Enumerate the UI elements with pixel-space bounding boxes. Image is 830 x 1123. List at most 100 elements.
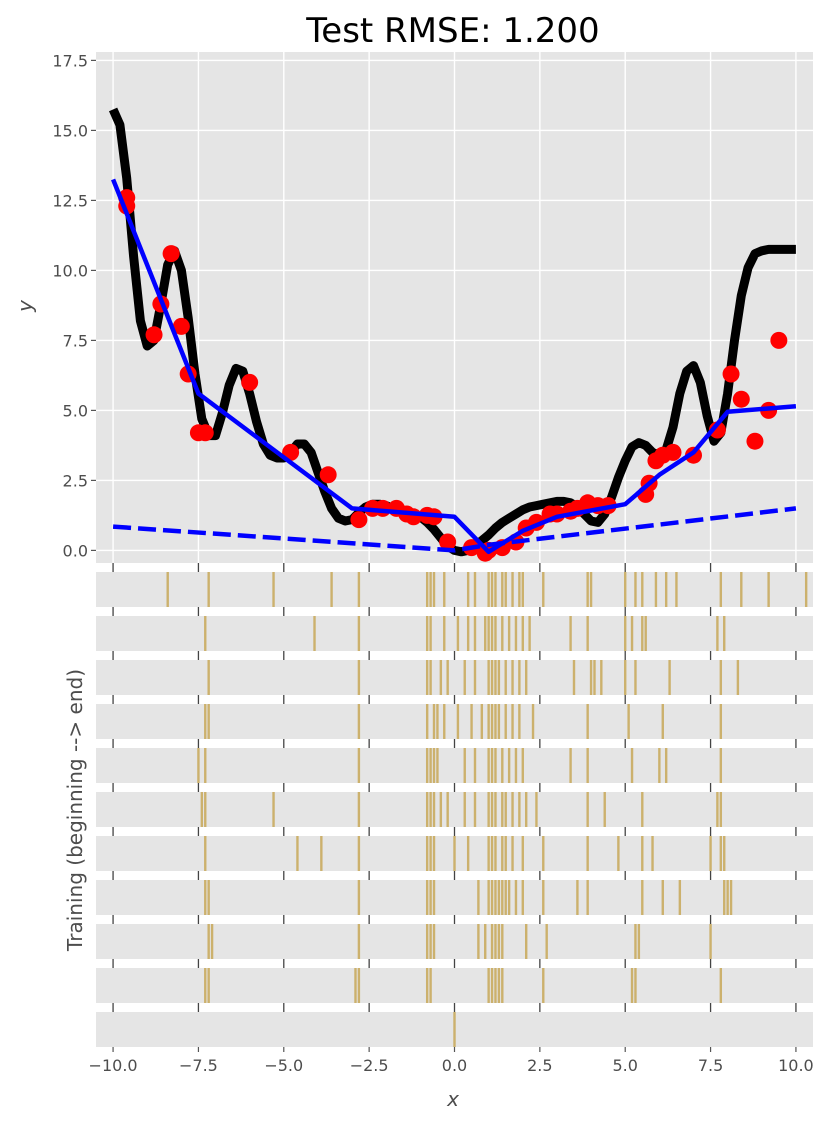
data-point: [319, 466, 337, 484]
training-mark: [586, 748, 589, 783]
y-axis-label: y: [13, 299, 37, 313]
training-mark: [429, 748, 432, 783]
training-mark: [207, 880, 210, 915]
data-point: [241, 373, 259, 391]
training-mark: [432, 880, 436, 915]
training-mark: [357, 660, 361, 695]
training-mark: [497, 924, 501, 959]
training-mark: [425, 748, 429, 783]
training-mark: [477, 924, 480, 959]
training-mark: [357, 836, 361, 871]
x-tick-label: 5.0: [612, 1056, 637, 1075]
training-mark: [641, 616, 644, 651]
training-mark: [501, 924, 504, 959]
training-mark: [429, 792, 432, 827]
training-mark: [494, 792, 497, 827]
y-tick-label: 7.5: [63, 331, 88, 350]
training-mark: [661, 704, 664, 739]
training-mark: [453, 1012, 456, 1047]
linear-dashed-line: [112, 506, 797, 553]
x-tick-label: 2.5: [527, 1056, 552, 1075]
training-mark: [719, 704, 723, 739]
y-tick-label: 12.5: [52, 191, 88, 210]
training-mark: [480, 704, 484, 739]
training-mark: [425, 968, 429, 1003]
training-strip: [96, 924, 813, 959]
training-mark: [487, 968, 490, 1003]
training-mark: [719, 572, 723, 607]
training-mark: [320, 836, 323, 871]
training-mark: [624, 616, 627, 651]
training-mark: [429, 924, 432, 959]
training-mark: [518, 704, 521, 739]
training-mark: [637, 924, 641, 959]
training-mark: [166, 572, 169, 607]
training-mark: [425, 660, 429, 695]
training-mark: [207, 924, 210, 959]
data-point: [172, 317, 190, 335]
training-mark: [572, 660, 576, 695]
training-mark: [586, 572, 589, 607]
training-mark: [521, 880, 524, 915]
training-mark: [272, 792, 275, 827]
training-mark: [432, 748, 436, 783]
training-mark: [456, 616, 460, 651]
training-mark: [487, 748, 490, 783]
training-mark: [497, 880, 501, 915]
training-mark: [511, 836, 514, 871]
training-mark: [719, 836, 723, 871]
training-mark: [497, 660, 501, 695]
x-ticks: −10.0 −7.5 −5.0 −2.5 0.0 2.5 5.0 7.5 10.0: [89, 1047, 814, 1075]
training-mark: [432, 924, 436, 959]
data-point: [196, 424, 214, 442]
training-mark: [432, 836, 436, 871]
y-tick-label: 0.0: [63, 541, 88, 560]
training-mark: [709, 836, 712, 871]
training-mark: [525, 660, 528, 695]
training-mark: [675, 572, 678, 607]
training-mark: [627, 704, 630, 739]
training-mark: [494, 704, 497, 739]
x-tick-label: −10.0: [89, 1056, 138, 1075]
training-mark: [654, 572, 658, 607]
training-mark: [207, 660, 210, 695]
training-mark: [490, 836, 494, 871]
series-layer: [108, 107, 797, 562]
training-mark: [494, 748, 497, 783]
training-mark: [804, 572, 808, 607]
training-mark: [473, 748, 477, 783]
training-mark: [507, 880, 511, 915]
training-mark: [357, 616, 361, 651]
training-mark: [504, 880, 507, 915]
training-axis-label: Training (beginning --> end): [63, 669, 87, 952]
training-mark: [630, 748, 634, 783]
chart-title: Test RMSE: 1.200: [305, 11, 599, 51]
training-mark: [436, 748, 439, 783]
training-mark: [473, 572, 477, 607]
training-mark: [641, 792, 644, 827]
training-mark: [357, 792, 361, 827]
data-point: [162, 245, 180, 263]
training-mark: [736, 660, 740, 695]
training-mark: [589, 660, 593, 695]
training-mark: [651, 836, 654, 871]
training-mark: [484, 924, 487, 959]
training-strip: [96, 748, 813, 783]
training-strip: [96, 968, 813, 1003]
training-mark: [719, 792, 723, 827]
training-mark: [446, 792, 449, 827]
training-mark: [432, 792, 436, 827]
training-mark: [429, 616, 432, 651]
training-mark: [521, 748, 524, 783]
training-mark: [624, 572, 627, 607]
training-mark: [357, 704, 361, 739]
training-mark: [487, 880, 490, 915]
data-point: [350, 511, 368, 529]
data-point: [664, 443, 682, 461]
training-mark: [425, 572, 429, 607]
training-mark: [593, 660, 596, 695]
training-mark: [357, 968, 361, 1003]
x-tick-label: −5.0: [264, 1056, 303, 1075]
training-mark: [528, 616, 531, 651]
training-mark: [507, 748, 511, 783]
